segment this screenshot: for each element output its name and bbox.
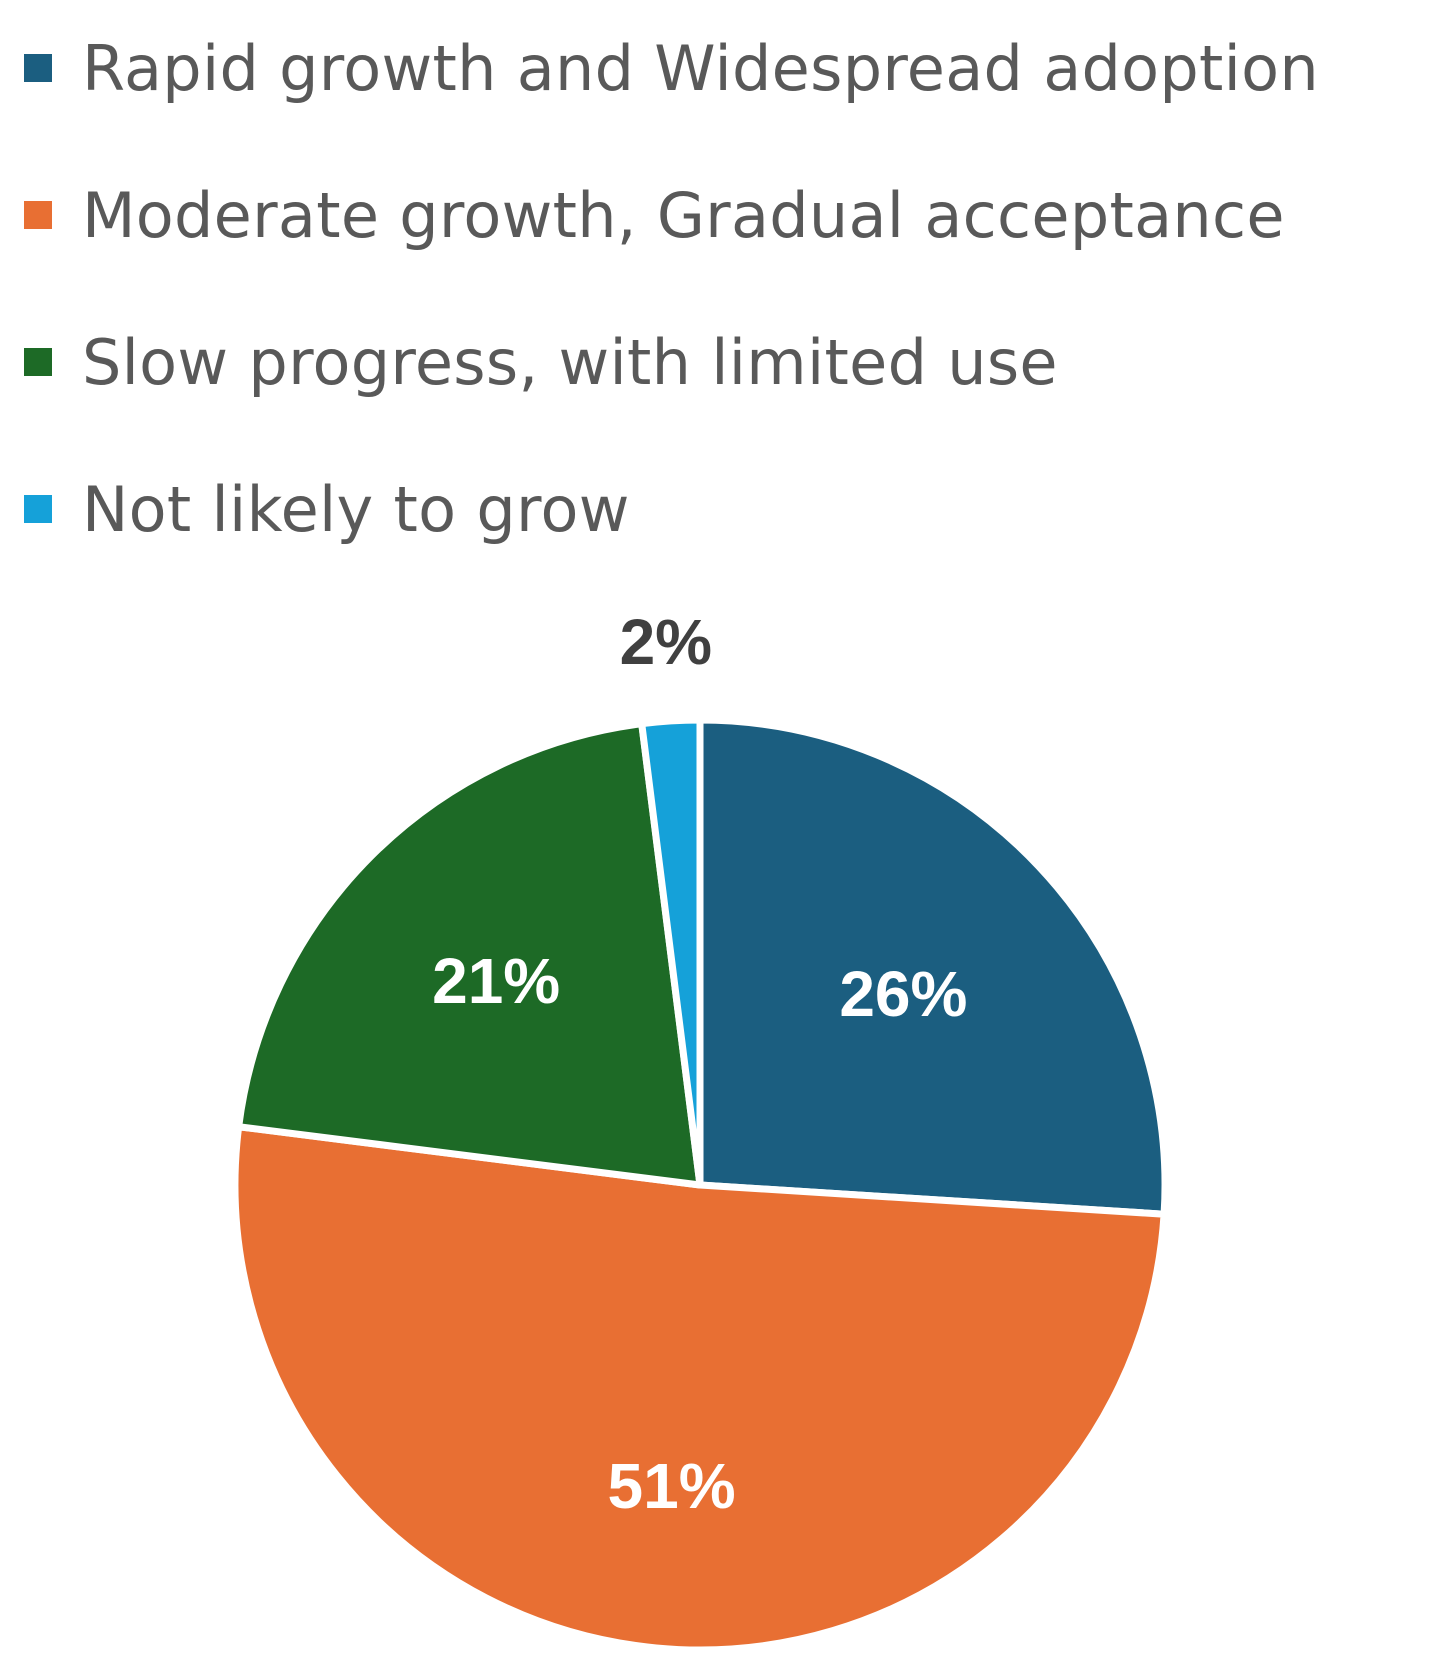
legend-item-rapid-growth: Rapid growth and Widespread adoption <box>24 18 1319 118</box>
slice-data-label: 26% <box>839 958 967 1030</box>
legend-swatch <box>24 348 52 376</box>
slice-not-likely <box>638 716 704 1189</box>
legend-swatch <box>24 201 52 229</box>
slice-slow-progress <box>235 720 704 1189</box>
legend-item-moderate-growth: Moderate growth, Gradual acceptance <box>24 165 1319 265</box>
legend-swatch <box>24 495 52 523</box>
slice-data-label: 21% <box>432 945 560 1017</box>
legend-item-not-likely: Not likely to grow <box>24 459 1319 559</box>
legend-label: Moderate growth, Gradual acceptance <box>82 178 1285 252</box>
slice-data-label: 2% <box>620 606 713 678</box>
legend: Rapid growth and Widespread adoption Mod… <box>24 18 1319 559</box>
legend-swatch <box>24 54 52 82</box>
slice-data-label: 51% <box>608 1450 736 1522</box>
legend-label: Rapid growth and Widespread adoption <box>82 31 1319 105</box>
legend-label: Slow progress, with limited use <box>82 325 1058 399</box>
legend-label: Not likely to grow <box>82 472 630 546</box>
legend-item-slow-progress: Slow progress, with limited use <box>24 312 1319 412</box>
slice-moderate-growth <box>231 1123 1168 1654</box>
slice-rapid-growth <box>696 716 1169 1218</box>
